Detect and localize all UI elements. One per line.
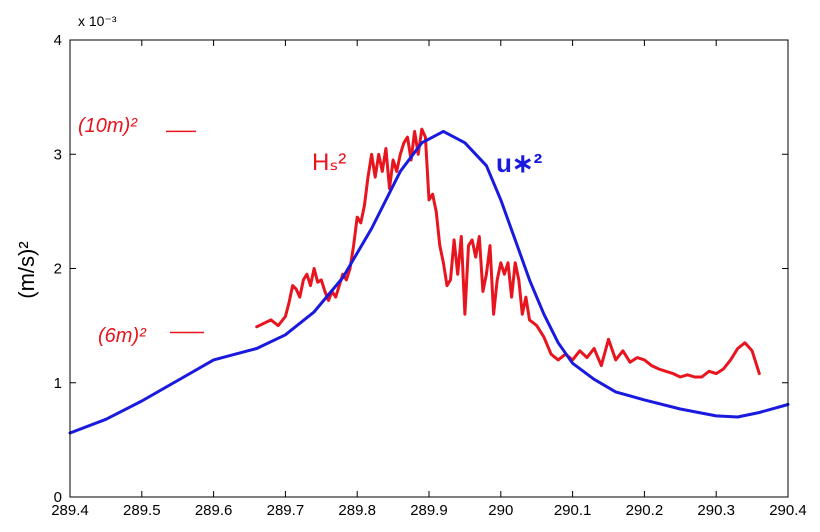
x-tick-label: 289.5 [123,502,161,519]
plot-area [70,40,788,497]
y-exponent-label: x 10⁻³ [78,13,117,29]
x-tick-label: 289.6 [195,502,233,519]
x-tick-label: 289.4 [51,502,89,519]
annotation-6m-squared: (6m)² [98,325,147,347]
x-tick-label: 290.3 [697,502,735,519]
y-tick-label: 2 [54,261,62,278]
series-layer [68,127,790,435]
y-tick-label: 3 [54,146,62,163]
y-tick-label: 4 [54,32,62,49]
x-tick-label: 290 [488,502,513,519]
x-tick-label: 290.2 [626,502,664,519]
annotation-10m-squared: (10m)² [78,115,138,137]
y-axis-label: (m/s)² [14,241,39,298]
y-tick-label: 0 [54,489,62,506]
series-label-hs-squared: Hₛ² [312,149,346,176]
x-tick-label: 289.9 [410,502,448,519]
x-tick-label: 289.8 [338,502,376,519]
series-line-hs-squared [255,127,761,379]
x-tick-label: 290.4 [769,502,807,519]
series-label-ustar-squared: u∗² [496,148,543,178]
x-tick-label: 289.7 [267,502,305,519]
plot-background [70,40,788,497]
annotations-layer: (10m)² (6m)² [78,115,204,347]
series-line-ustar-squared [68,129,790,435]
x-tick-label: 290.1 [554,502,592,519]
y-tick-label: 1 [54,375,62,392]
axes-layer: 289.4 289.5 289.6 289.7 289.8 289.9 290 290.1 29… [51,32,807,519]
